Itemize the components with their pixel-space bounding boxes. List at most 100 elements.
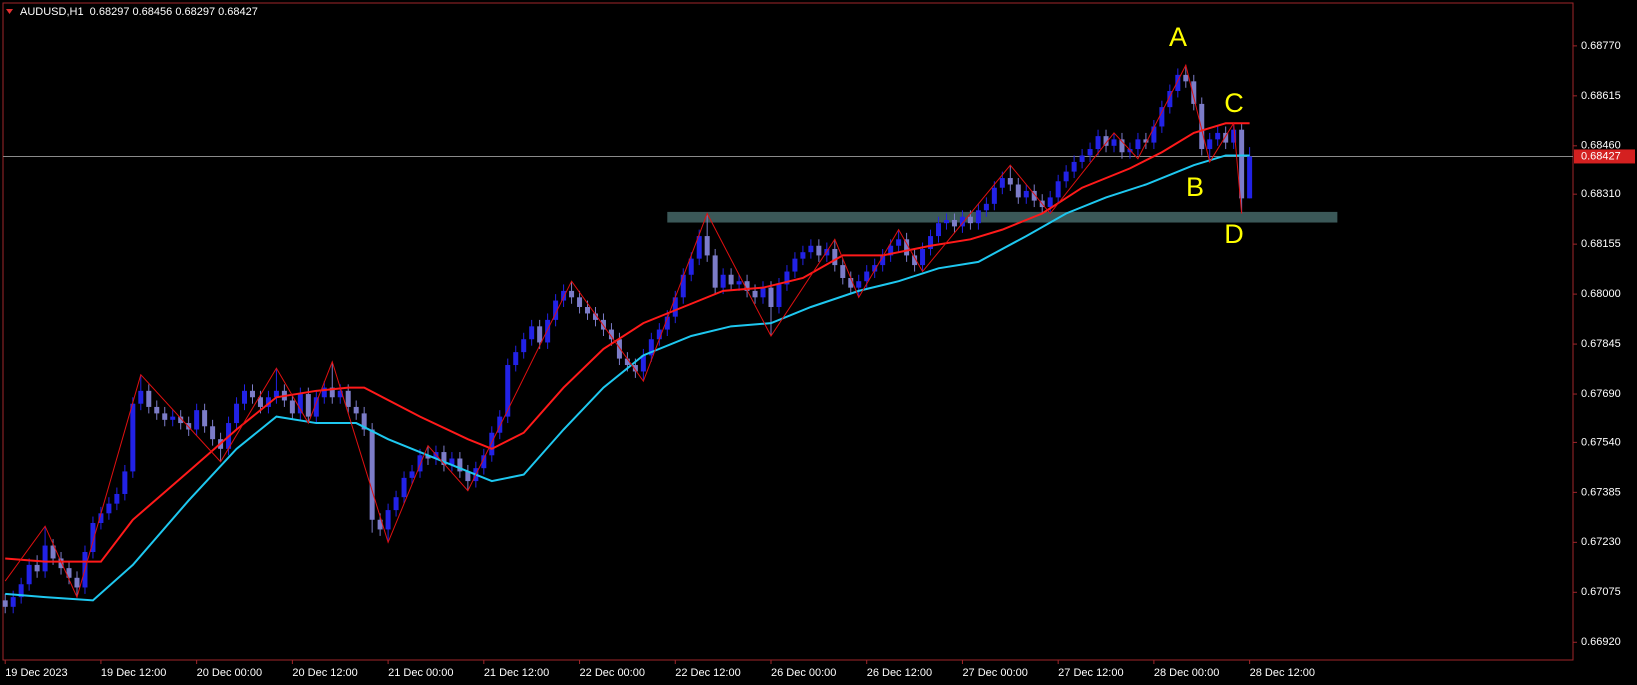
candle-body bbox=[1239, 129, 1245, 199]
x-tick-label: 22 Dec 12:00 bbox=[675, 667, 740, 679]
candle-body bbox=[728, 274, 734, 285]
candle-body bbox=[441, 452, 447, 465]
candle-body bbox=[545, 319, 551, 343]
symbol-menu-arrow bbox=[6, 9, 13, 14]
candle-body bbox=[481, 455, 487, 469]
candle-body bbox=[1159, 107, 1165, 127]
x-tick-label: 20 Dec 00:00 bbox=[197, 667, 262, 679]
candle-body bbox=[265, 397, 271, 407]
candle-body bbox=[1231, 129, 1237, 143]
candle-body bbox=[1087, 149, 1093, 156]
candle-body bbox=[170, 416, 176, 420]
candle-body bbox=[1055, 181, 1061, 198]
candle-body bbox=[569, 290, 575, 298]
candle-body bbox=[848, 277, 854, 288]
candle-body bbox=[162, 413, 168, 420]
candle-body bbox=[696, 236, 702, 259]
candle-body bbox=[888, 245, 894, 256]
candle-body bbox=[904, 239, 910, 256]
candle-body bbox=[505, 365, 511, 417]
support-zone bbox=[667, 211, 1338, 223]
candle-body bbox=[640, 355, 646, 372]
candle-body bbox=[178, 416, 184, 424]
candle-body bbox=[577, 297, 583, 307]
x-tick-label: 20 Dec 12:00 bbox=[292, 667, 357, 679]
candle-body bbox=[1223, 132, 1229, 143]
x-tick-label: 26 Dec 12:00 bbox=[867, 667, 932, 679]
candle-body bbox=[369, 429, 375, 520]
candle-body bbox=[600, 319, 606, 330]
candle-body bbox=[377, 519, 383, 530]
x-tick-label: 19 Dec 12:00 bbox=[101, 667, 166, 679]
candle-body bbox=[1167, 91, 1173, 108]
candle-body bbox=[90, 522, 96, 553]
x-tick-label: 21 Dec 00:00 bbox=[388, 667, 453, 679]
candle-body bbox=[457, 458, 463, 472]
candle-body bbox=[138, 390, 144, 404]
candle-body bbox=[744, 281, 750, 291]
x-tick-label: 22 Dec 00:00 bbox=[580, 667, 645, 679]
candle-body bbox=[840, 265, 846, 278]
candle-body bbox=[1103, 136, 1109, 146]
candle-body bbox=[122, 471, 128, 494]
candle-body bbox=[401, 477, 407, 498]
candle-body bbox=[393, 497, 399, 511]
candle-body bbox=[760, 287, 766, 298]
candle-body bbox=[920, 248, 926, 266]
x-tick-label: 26 Dec 00:00 bbox=[771, 667, 836, 679]
x-tick-label: 28 Dec 12:00 bbox=[1250, 667, 1315, 679]
candle-body bbox=[234, 403, 240, 424]
candle-body bbox=[297, 394, 303, 414]
candle-body bbox=[1063, 171, 1069, 182]
candle-body bbox=[1111, 139, 1117, 146]
candle-body bbox=[1007, 178, 1013, 185]
candle-body bbox=[672, 297, 678, 317]
candle-body bbox=[321, 387, 327, 398]
candle-body bbox=[34, 564, 40, 572]
candle-body bbox=[1047, 197, 1053, 208]
y-tick-label: 0.68310 bbox=[1581, 188, 1621, 200]
candle-body bbox=[1247, 156, 1253, 199]
pattern-label: B bbox=[1186, 172, 1204, 202]
candle-body bbox=[608, 329, 614, 340]
candle-body bbox=[792, 258, 798, 272]
candle-body bbox=[912, 255, 918, 266]
y-tick-label: 0.68615 bbox=[1581, 90, 1621, 102]
candle-body bbox=[202, 410, 208, 427]
zigzag bbox=[4, 63, 1243, 599]
x-tick-label: 19 Dec 2023 bbox=[5, 667, 67, 679]
candle-body bbox=[66, 568, 72, 578]
candle-body bbox=[58, 558, 64, 569]
candle-body bbox=[999, 178, 1005, 188]
candle-body bbox=[106, 503, 112, 514]
candle-body bbox=[1207, 139, 1213, 150]
candle-body bbox=[720, 274, 726, 288]
candle-body bbox=[130, 403, 136, 472]
candle-body bbox=[114, 493, 120, 504]
candle-body bbox=[1079, 155, 1085, 162]
candle-body bbox=[273, 390, 279, 398]
candle-body bbox=[1119, 139, 1125, 153]
candle-body bbox=[353, 406, 359, 414]
candle-body bbox=[449, 458, 455, 465]
candle-body bbox=[808, 245, 814, 253]
candle-body bbox=[26, 564, 32, 585]
candle-body bbox=[74, 577, 80, 588]
candle-body bbox=[337, 390, 343, 398]
current-price-label: 0.68427 bbox=[1581, 150, 1621, 162]
candle-body bbox=[943, 219, 949, 224]
candle-body bbox=[712, 255, 718, 288]
candle-body bbox=[1175, 74, 1181, 92]
candle-body bbox=[688, 258, 694, 275]
candle-body bbox=[975, 210, 981, 224]
candle-body bbox=[816, 245, 822, 256]
candle-body bbox=[928, 236, 934, 249]
candle-body bbox=[425, 455, 431, 459]
x-tick-label: 28 Dec 00:00 bbox=[1154, 667, 1219, 679]
candle-body bbox=[632, 365, 638, 372]
candle-body bbox=[154, 406, 160, 414]
candle-body bbox=[832, 248, 838, 266]
candle-body bbox=[257, 397, 263, 407]
